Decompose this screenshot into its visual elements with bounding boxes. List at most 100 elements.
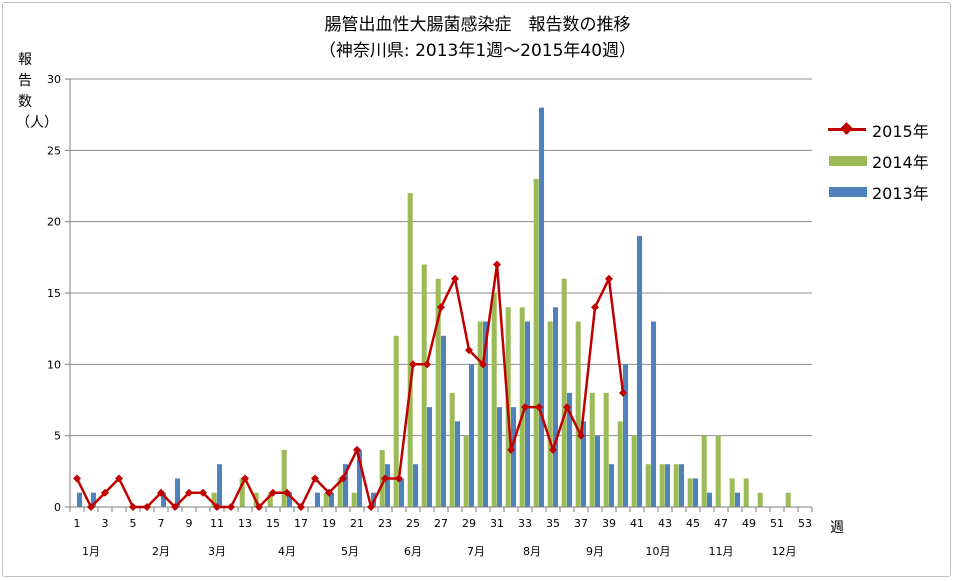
chart-subtitle: （神奈川県: 2013年1週～2015年40週） xyxy=(318,41,637,61)
marker-2015 xyxy=(325,488,333,497)
bar-2014 xyxy=(547,321,553,507)
bar-2014 xyxy=(701,435,707,507)
bar-2013 xyxy=(567,392,573,507)
bar-2013 xyxy=(357,449,363,507)
bar-2014 xyxy=(407,193,413,507)
x-tick-label: 3 xyxy=(102,517,109,530)
month-label: 10月 xyxy=(646,545,671,558)
month-label: 7月 xyxy=(467,545,485,558)
bar-2014 xyxy=(659,464,665,507)
x-tick-label: 35 xyxy=(546,517,560,530)
bar-2014 xyxy=(757,492,763,507)
bar-2014 xyxy=(211,492,217,507)
marker-2015 xyxy=(87,503,95,511)
bar-2013 xyxy=(483,321,489,507)
marker-2015 xyxy=(423,360,431,369)
bar-2013 xyxy=(511,407,517,507)
bar-2014 xyxy=(351,492,357,507)
bar-2014 xyxy=(421,264,427,507)
x-tick-label: 15 xyxy=(266,517,280,530)
x-tick-label: 13 xyxy=(238,517,252,530)
x-tick-label: 45 xyxy=(686,517,700,530)
bar-2013 xyxy=(385,464,391,507)
bar-2014 xyxy=(463,435,469,507)
bar-2013 xyxy=(707,492,713,507)
x-tick-label: 27 xyxy=(434,517,448,530)
y-tick-label: 15 xyxy=(47,287,61,300)
marker-2015 xyxy=(283,488,291,497)
legend-label-2014: 2014年 xyxy=(872,153,929,172)
bar-2014 xyxy=(617,421,623,507)
bar-2014 xyxy=(435,278,441,507)
marker-2015 xyxy=(563,403,571,412)
x-axis-label: 週 xyxy=(830,520,844,536)
x-tick-label: 39 xyxy=(602,517,616,530)
bar-2014 xyxy=(533,178,539,507)
marker-2015 xyxy=(451,274,459,283)
x-tick-label: 7 xyxy=(158,517,165,530)
bar-2014 xyxy=(645,464,651,507)
bar-2014 xyxy=(589,392,595,507)
bar-2014 xyxy=(575,321,581,507)
marker-2015 xyxy=(213,503,221,511)
legend-item-2013: 2013年 xyxy=(826,178,955,204)
legend-item-2014: 2014年 xyxy=(826,147,955,173)
marker-2015 xyxy=(241,474,249,483)
bar-2014 xyxy=(239,478,245,507)
marker-2015 xyxy=(409,360,417,369)
marker-2015 xyxy=(549,445,557,454)
x-tick-label: 29 xyxy=(462,517,476,530)
legend-label-2013: 2013年 xyxy=(872,184,929,203)
bar-2013 xyxy=(539,107,545,508)
marker-2015 xyxy=(605,274,613,283)
x-tick-label: 11 xyxy=(210,517,224,530)
bar-2013 xyxy=(553,307,559,507)
bar-2013 xyxy=(441,335,447,507)
x-tick-label: 33 xyxy=(518,517,532,530)
legend-swatch-2014 xyxy=(829,156,867,166)
x-tick-label: 17 xyxy=(294,517,308,530)
bar-2013 xyxy=(329,492,335,507)
bar-2013 xyxy=(399,478,405,507)
marker-2015 xyxy=(143,503,151,511)
marker-2015 xyxy=(73,474,81,483)
month-label: 11月 xyxy=(709,545,734,558)
bar-2013 xyxy=(175,478,181,507)
x-tick-label: 37 xyxy=(574,517,588,530)
x-tick-label: 25 xyxy=(406,517,420,530)
bar-2014 xyxy=(267,492,273,507)
marker-2015 xyxy=(535,403,543,412)
bar-2014 xyxy=(603,392,609,507)
month-label: 1月 xyxy=(82,545,100,558)
marker-2015 xyxy=(521,403,529,412)
bar-2014 xyxy=(687,478,693,507)
bar-2013 xyxy=(623,364,629,507)
bar-2013 xyxy=(343,464,349,507)
bar-2014 xyxy=(281,449,287,507)
y-tick-label: 10 xyxy=(47,358,61,371)
bar-2014 xyxy=(743,478,749,507)
bar-2013 xyxy=(637,235,643,507)
marker-2015 xyxy=(297,503,305,511)
month-label: 12月 xyxy=(772,545,797,558)
month-label: 4月 xyxy=(278,545,296,558)
x-tick-label: 43 xyxy=(658,517,672,530)
month-label: 9月 xyxy=(586,545,604,558)
bar-2014 xyxy=(785,492,791,507)
chart-title: 腸管出血性大腸菌感染症 報告数の推移 xyxy=(324,15,631,35)
marker-2015 xyxy=(465,346,473,355)
x-tick-label: 53 xyxy=(798,517,812,530)
bar-2013 xyxy=(77,492,83,507)
bar-2013 xyxy=(315,492,321,507)
bar-2013 xyxy=(427,407,433,507)
month-label: 2月 xyxy=(152,545,170,558)
legend-swatch-2015-marker xyxy=(840,122,853,135)
bar-2014 xyxy=(449,392,455,507)
marker-2015 xyxy=(479,360,487,369)
marker-2015 xyxy=(269,488,277,497)
bar-2013 xyxy=(287,492,293,507)
legend-swatch-2013 xyxy=(829,187,867,197)
marker-2015 xyxy=(157,488,165,497)
bar-2013 xyxy=(651,321,657,507)
